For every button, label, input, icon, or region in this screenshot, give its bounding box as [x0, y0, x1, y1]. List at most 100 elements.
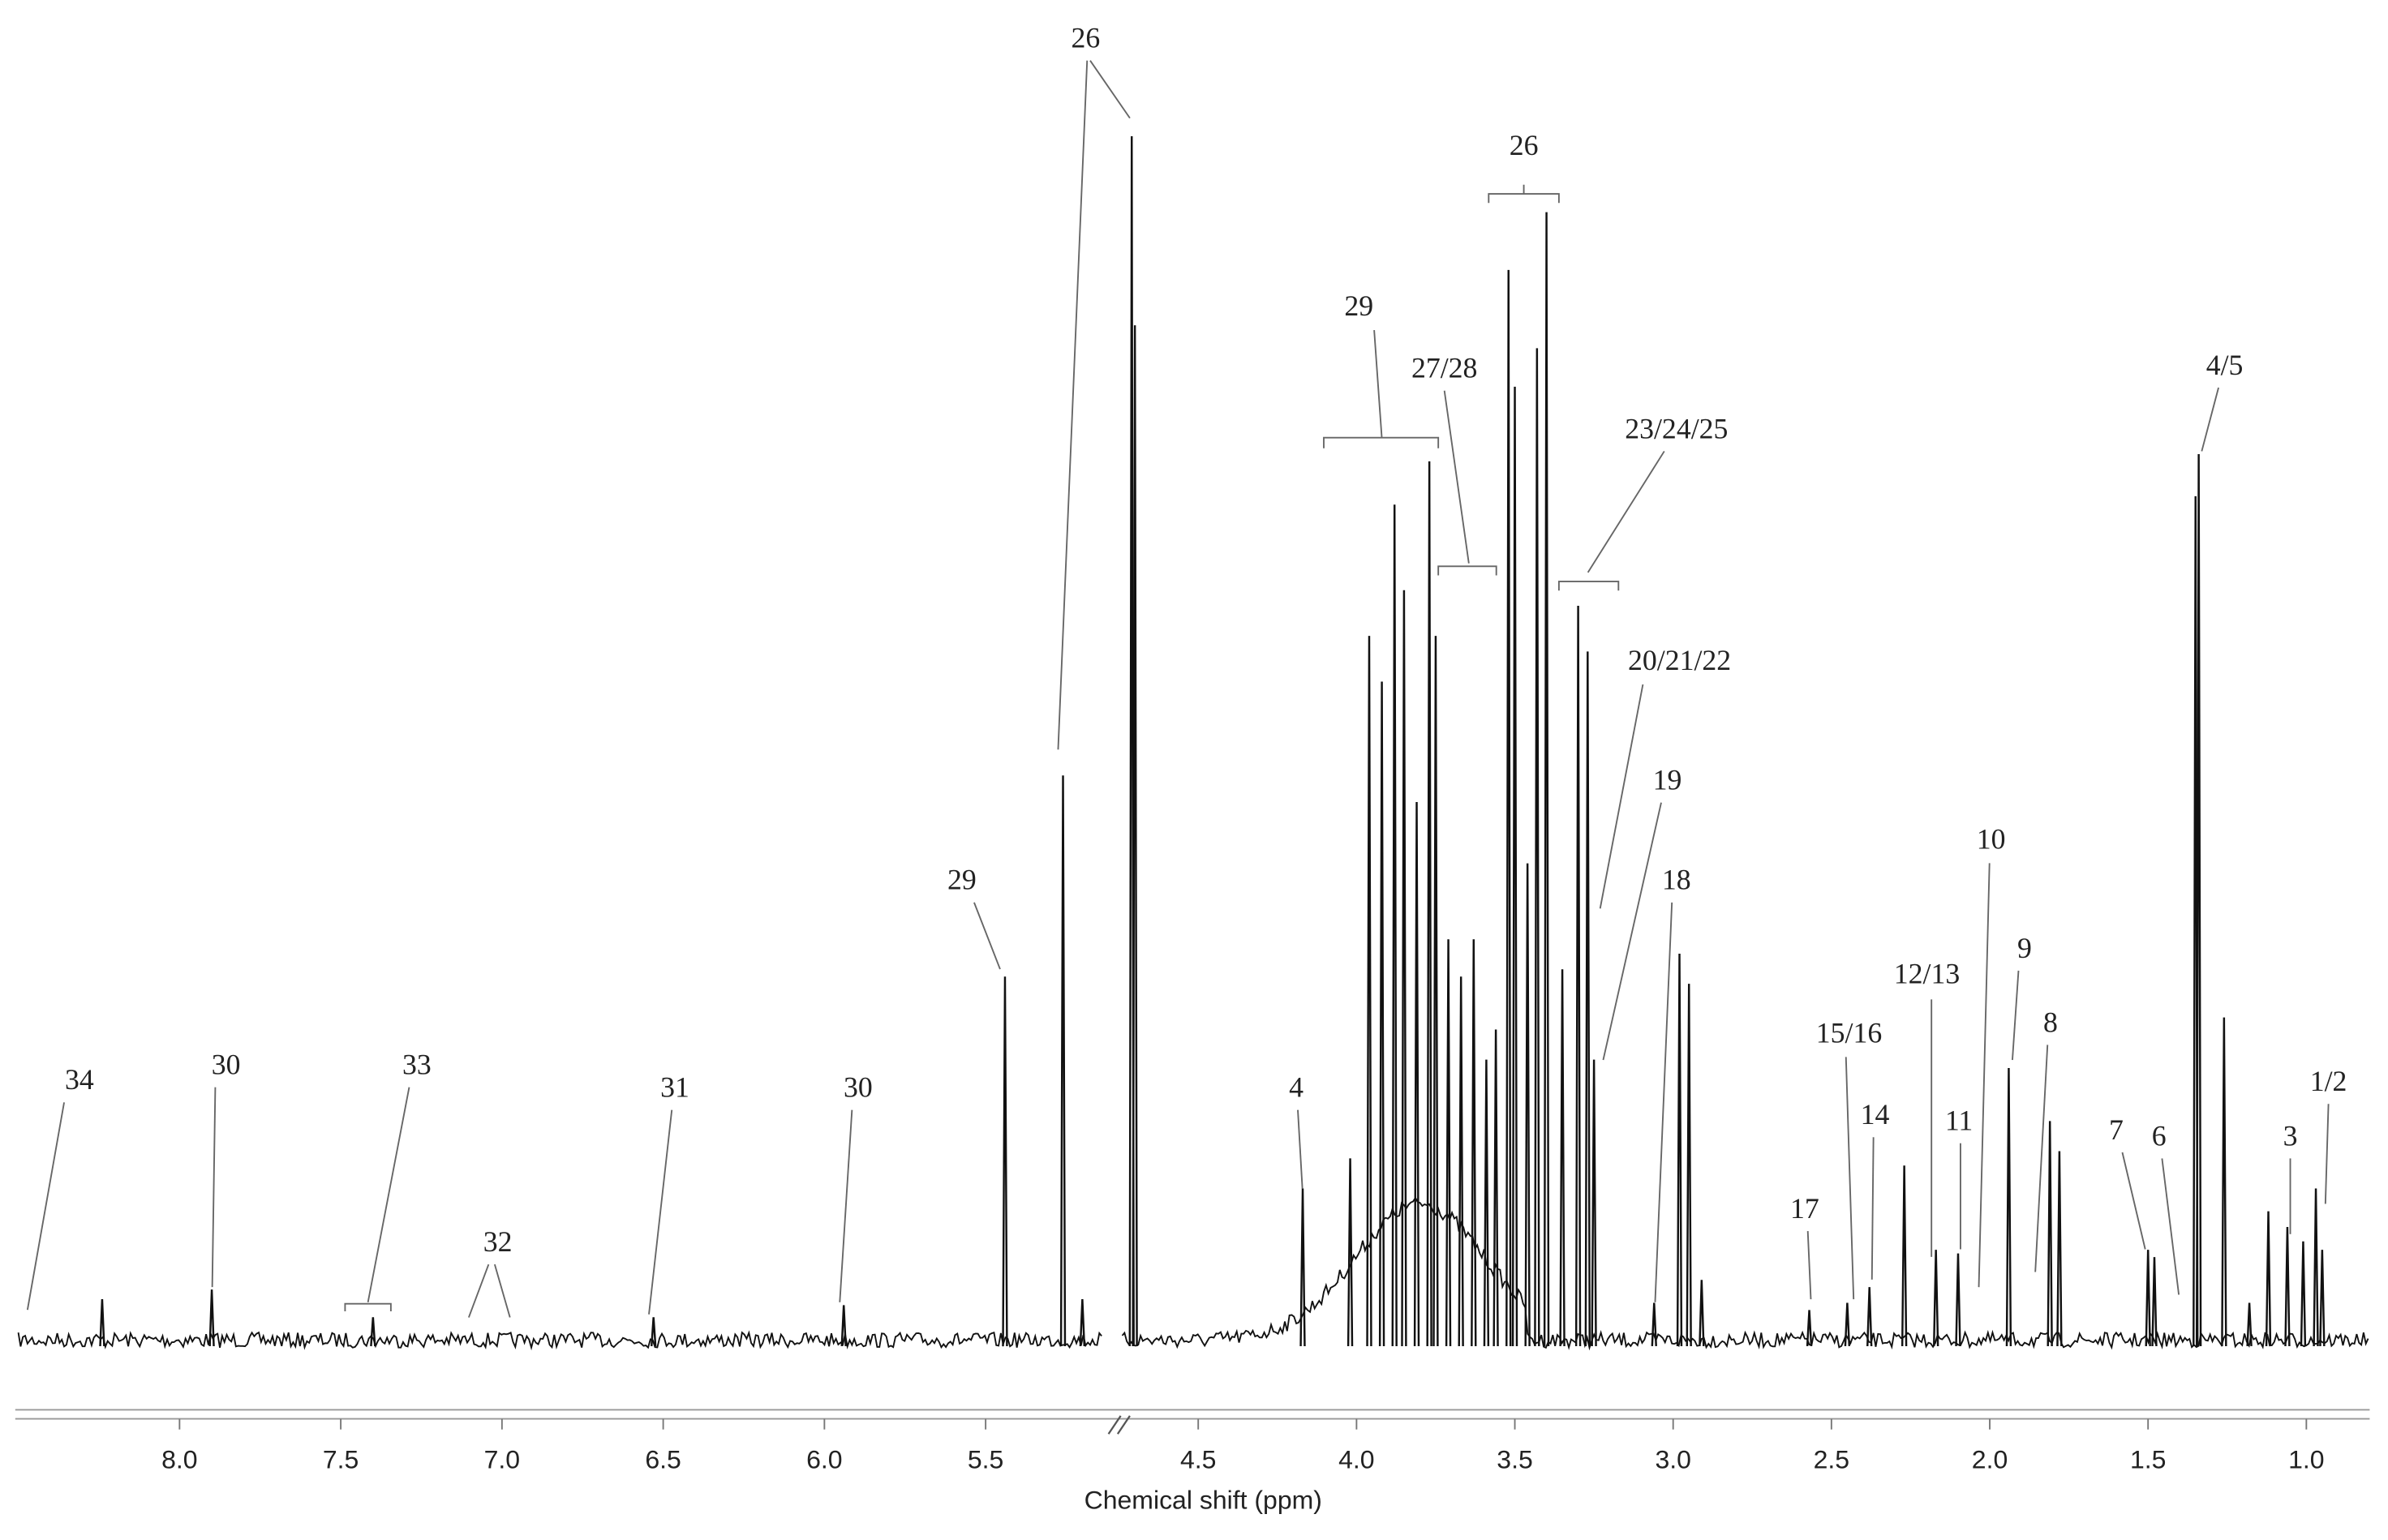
peak: [1676, 954, 1683, 1346]
peak: [2145, 1250, 2151, 1347]
peak: [1471, 939, 1477, 1346]
peak: [2221, 1017, 2227, 1346]
annotation-leader: [344, 1087, 410, 1312]
annotation-label: 10: [1977, 822, 2006, 855]
annotation-leader: [1599, 684, 1644, 909]
annotation-leader: [1654, 902, 1673, 1302]
annotation-label: 4: [1289, 1071, 1304, 1104]
peak: [1391, 504, 1398, 1346]
peak: [1844, 1302, 1851, 1347]
peak: [1584, 651, 1591, 1346]
peak: [1511, 386, 1518, 1346]
peak: [2313, 1188, 2319, 1347]
x-tick-label: 1.0: [2288, 1444, 2324, 1474]
peak: [2300, 1241, 2307, 1347]
annotation-label: 15/16: [1816, 1016, 1882, 1049]
peak: [1079, 1298, 1086, 1347]
peak: [1866, 1287, 1873, 1347]
annotation-leader: [1870, 1137, 1875, 1280]
annotation-leader: [211, 1087, 217, 1288]
annotation-label: 9: [2017, 932, 2032, 964]
annotation-label: 14: [1861, 1098, 1890, 1130]
annotation-label: 23/24/25: [1625, 412, 1728, 444]
x-tick-label: 1.5: [2130, 1444, 2166, 1474]
annotation-leader: [26, 1102, 65, 1311]
annotation-label: 20/21/22: [1628, 644, 1731, 676]
x-tick-label: 6.5: [645, 1444, 681, 1474]
peak: [1492, 1029, 1499, 1346]
peak: [1483, 1059, 1490, 1346]
annotation-label: 4/5: [2206, 349, 2244, 381]
x-tick-label: 7.0: [484, 1444, 520, 1474]
x-tick-label: 5.5: [968, 1444, 1003, 1474]
peak: [1651, 1302, 1657, 1347]
annotation-label: 3: [2283, 1119, 2298, 1152]
peak: [1346, 1158, 1354, 1347]
annotation-label: 6: [2152, 1119, 2167, 1152]
x-tick-label: 8.0: [161, 1444, 197, 1474]
annotation-label: 7: [2109, 1113, 2124, 1146]
peak: [1901, 1165, 1908, 1347]
annotation-leader: [1437, 390, 1497, 576]
peak: [1955, 1253, 1961, 1347]
peak: [1543, 212, 1550, 1346]
annotation-leader: [2012, 970, 2020, 1061]
peak: [99, 1298, 105, 1347]
annotation-label: 26: [1071, 22, 1100, 54]
axis-break: [1107, 1415, 1131, 1435]
annotation-label: 33: [402, 1049, 432, 1081]
peak: [1458, 976, 1464, 1346]
x-axis-title: Chemical shift (ppm): [1084, 1486, 1322, 1515]
annotation-label: 11: [1945, 1105, 1973, 1137]
peak: [2265, 1211, 2272, 1347]
annotation-leader: [1557, 450, 1665, 591]
peak: [2319, 1250, 2326, 1347]
peak: [1378, 681, 1385, 1346]
peak: [840, 1305, 847, 1347]
peak: [2047, 1121, 2053, 1347]
annotation-label: 30: [844, 1071, 873, 1104]
peak: [1432, 636, 1439, 1346]
annotation-label: 32: [483, 1225, 513, 1258]
peak: [1574, 605, 1582, 1346]
annotation-label: 26: [1510, 129, 1539, 161]
peak: [1401, 590, 1407, 1346]
peak: [1524, 863, 1531, 1346]
peak: [1426, 461, 1432, 1346]
x-tick-label: 3.0: [1655, 1444, 1690, 1474]
x-tick-label: 2.0: [1972, 1444, 2008, 1474]
peak: [1132, 325, 1138, 1346]
peak: [2151, 1257, 2158, 1347]
peak: [1299, 1188, 1306, 1347]
peak: [1413, 801, 1420, 1346]
peak: [1559, 969, 1566, 1346]
x-tick-label: 4.0: [1338, 1444, 1374, 1474]
annotation-label: 29: [1344, 290, 1373, 322]
annotation-label: 17: [1790, 1192, 1819, 1225]
peak: [2056, 1151, 2063, 1347]
annotation-leader: [2161, 1158, 2180, 1295]
peak: [651, 1317, 657, 1347]
annotation-leader: [1806, 1231, 1812, 1300]
annotation-leader: [1845, 1057, 1855, 1300]
peak: [1366, 636, 1372, 1346]
peak: [1505, 269, 1512, 1346]
x-tick-label: 6.0: [806, 1444, 842, 1474]
annotation-leader: [2201, 387, 2219, 452]
peak: [1699, 1280, 1705, 1347]
peak: [1445, 939, 1452, 1346]
baseline-noise: [1121, 1196, 2369, 1351]
peak: [1534, 348, 1540, 1346]
annotation-leader: [839, 1109, 853, 1302]
annotation-label: 27/28: [1411, 352, 1477, 384]
annotation-leader: [648, 1109, 673, 1315]
peak: [2284, 1226, 2291, 1347]
peak: [1806, 1310, 1813, 1347]
annotation-leader: [468, 1263, 511, 1318]
peak: [1059, 775, 1067, 1346]
peak: [208, 1289, 215, 1347]
annotation-label: 34: [65, 1063, 94, 1096]
annotation-label: 19: [1653, 764, 1682, 796]
annotation-leader: [1297, 1109, 1304, 1189]
annotation-leader: [1602, 802, 1662, 1061]
